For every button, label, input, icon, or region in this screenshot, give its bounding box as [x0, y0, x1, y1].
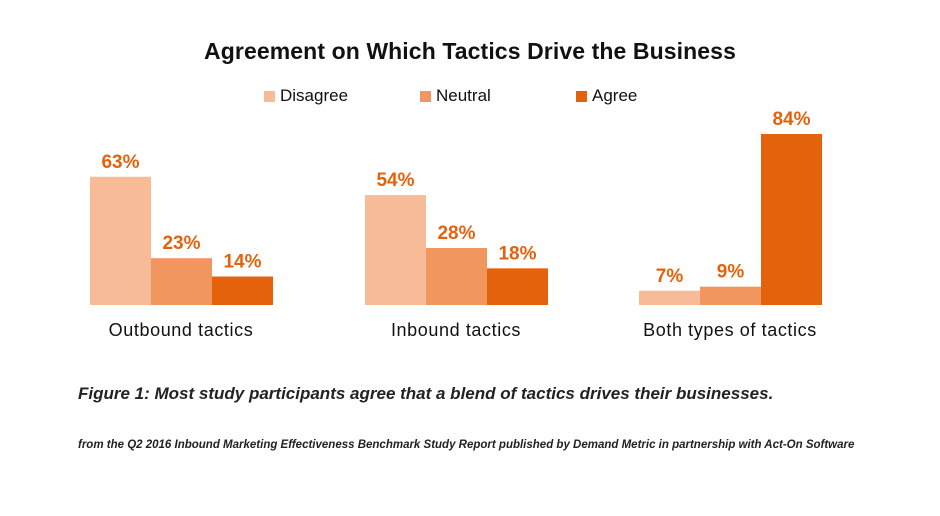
- chart-title: Agreement on Which Tactics Drive the Bus…: [204, 38, 736, 64]
- data-label-disagree-2: 7%: [656, 266, 684, 287]
- legend-swatch-agree: [576, 90, 587, 102]
- data-label-disagree-1: 54%: [376, 170, 414, 191]
- bar-chart: 63% 23% 14% Outbound tactics 54% 28% 18% Inboun…: [90, 109, 822, 340]
- bar-neutral-2: [700, 286, 761, 305]
- legend-label-disagree: Disagree: [280, 86, 349, 105]
- data-label-neutral-1: 28%: [437, 223, 475, 244]
- bar-agree-2: [761, 134, 822, 305]
- legend-swatch-neutral: [420, 90, 431, 102]
- legend-label-agree: Agree: [592, 86, 638, 105]
- category-label-2: Both types of tactics: [643, 320, 817, 340]
- legend-item-agree: Agree: [576, 86, 637, 106]
- source-note: from the Q2 2016 Inbound Marketing Effec…: [78, 439, 855, 451]
- bar-neutral-1: [426, 248, 487, 305]
- data-label-disagree-0: 63%: [101, 152, 139, 173]
- chart-legend: Disagree Neutral Agree: [0, 86, 940, 110]
- bar-neutral-0: [151, 258, 212, 305]
- data-label-agree-1: 18%: [498, 243, 536, 264]
- legend-swatch-disagree: [264, 90, 275, 102]
- legend-label-neutral: Neutral: [436, 86, 491, 105]
- legend-item-disagree: Disagree: [264, 86, 348, 106]
- data-label-neutral-0: 23%: [162, 233, 200, 254]
- bar-disagree-0: [90, 176, 151, 305]
- category-label-0: Outbound tactics: [109, 320, 254, 340]
- data-label-neutral-2: 9%: [717, 262, 745, 283]
- legend-item-neutral: Neutral: [420, 86, 491, 106]
- data-label-agree-2: 84%: [772, 109, 810, 130]
- figure-caption: Figure 1: Most study participants agree …: [78, 384, 774, 403]
- bar-disagree-2: [639, 290, 700, 305]
- category-label-1: Inbound tactics: [391, 320, 521, 340]
- bar-agree-0: [212, 276, 273, 305]
- data-label-agree-0: 14%: [223, 252, 261, 273]
- bar-agree-1: [487, 268, 548, 305]
- bar-disagree-1: [365, 195, 426, 305]
